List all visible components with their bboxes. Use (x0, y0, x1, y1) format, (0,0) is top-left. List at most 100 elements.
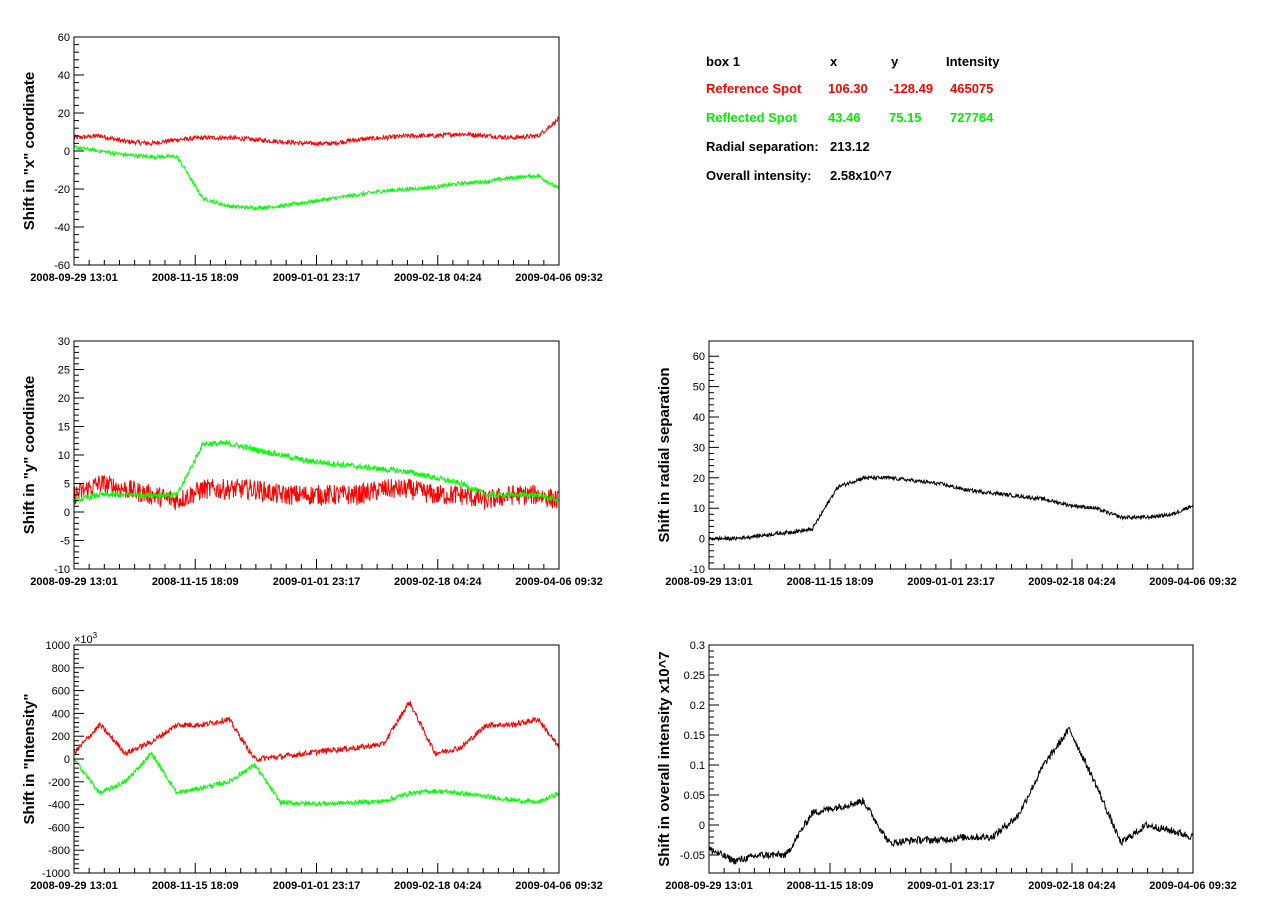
y-tick-label: 600 (52, 686, 70, 698)
y-tick-label: 0.3 (690, 640, 705, 652)
x-tick-label: 2008-09-29 13:01 (30, 272, 117, 284)
y-tick-label: -10 (54, 564, 70, 576)
info-radial-label: Radial separation: (706, 139, 819, 154)
x-tick-label: 2008-11-15 18:09 (787, 576, 874, 588)
y-tick-label: 20 (58, 393, 70, 405)
info-reflected-intensity: 727764 (950, 110, 994, 125)
y-axis-title: Shift in "x" coordinate (21, 72, 38, 230)
x-tick-label: 2008-11-15 18:09 (152, 272, 239, 284)
info-reference-intensity: 465075 (950, 81, 993, 96)
y-tick-label: -10 (689, 564, 705, 576)
y-tick-label: 0.15 (684, 730, 705, 742)
series-line-y-1 (74, 439, 559, 504)
panel-radial: -10 0 10 20 30 40 50 60 2008-09-29 13:01 2008-11-… (656, 340, 1237, 588)
x-tick-label: 2009-04-06 09:32 (515, 272, 602, 284)
info-reflected-x: 43.46 (828, 110, 861, 125)
panel-overall: -0.05 0 0.05 0.1 0.15 0.2 0.25 0.3 2008-09-29 13… (656, 640, 1237, 892)
y-tick-label: -20 (54, 184, 70, 196)
y-tick-label: 25 (58, 365, 70, 377)
series-line-intensity-0 (74, 701, 559, 763)
x-tick-label: 2009-02-18 04:24 (1028, 576, 1116, 588)
y-tick-label: -800 (48, 845, 70, 857)
series-line-overall-0 (709, 726, 1193, 865)
y-tick-label: -400 (48, 800, 70, 812)
y-axis-title: Shift in radial separation (656, 367, 673, 542)
x-tick-label: 2008-09-29 13:01 (665, 576, 752, 588)
y-tick-label: 0.05 (684, 790, 705, 802)
panel-intensity: -1000 -800 -600 -400 -200 0 200 400 600 800 1000 20… (21, 631, 603, 892)
info-reference-label: Reference Spot (706, 81, 802, 96)
info-overall-label: Overall intensity: (706, 168, 811, 183)
x-tick-label: 2008-09-29 13:01 (30, 880, 117, 892)
y-tick-label: 50 (693, 382, 705, 394)
x-tick-label: 2009-01-01 23:17 (273, 576, 360, 588)
y-tick-label: 800 (52, 663, 70, 675)
info-radial-value: 213.12 (830, 139, 870, 154)
y-tick-label: 30 (693, 442, 705, 454)
y-axis-title: Shift in "y" coordinate (21, 376, 38, 534)
y-tick-label: 0 (64, 754, 70, 766)
x-tick-label: 2008-11-15 18:09 (152, 880, 239, 892)
y-tick-label: 5 (64, 479, 70, 491)
y-tick-label: -0.05 (680, 850, 705, 862)
y-tick-label: 30 (58, 336, 70, 348)
y-tick-label: 20 (58, 108, 70, 120)
info-reference-x: 106.30 (828, 81, 868, 96)
x-tick-label: 2009-02-18 04:24 (394, 880, 482, 892)
info-header-intensity: Intensity (946, 54, 1000, 69)
panel-x: -60 -40 -20 0 20 40 60 2008-09-29 13:01 2008-11-… (21, 32, 603, 284)
info-reflected-label: Reflected Spot (706, 110, 798, 125)
y-tick-label: 0.1 (690, 760, 705, 772)
y-tick-label: 15 (58, 422, 70, 434)
series-line-x-0 (74, 116, 559, 147)
y-tick-label: 40 (58, 70, 70, 82)
info-reference-y: -128.49 (889, 81, 933, 96)
x-tick-label: 2009-01-01 23:17 (907, 576, 994, 588)
y-axis-title: Shift in overall intensity x10^7 (656, 651, 673, 867)
series-line-radial-0 (709, 474, 1193, 542)
y-tick-label: 60 (58, 32, 70, 44)
plot-frame (708, 340, 1194, 570)
info-header-y: y (891, 54, 899, 69)
series-line-x-1 (74, 144, 559, 212)
x-tick-label: 2009-04-06 09:32 (1149, 576, 1236, 588)
x-tick-label: 2009-02-18 04:24 (394, 272, 482, 284)
series-line-y-0 (74, 474, 559, 511)
y-exponent-label: ×103 (74, 631, 98, 646)
y-tick-label: -40 (54, 222, 70, 234)
y-tick-label: 10 (58, 450, 70, 462)
y-tick-label: 10 (693, 503, 705, 515)
y-tick-label: 0 (699, 820, 705, 832)
x-tick-label: 2008-11-15 18:09 (787, 880, 874, 892)
x-tick-label: 2008-09-29 13:01 (30, 576, 117, 588)
x-tick-label: 2009-01-01 23:17 (273, 272, 360, 284)
y-tick-label: 20 (693, 473, 705, 485)
y-tick-label: -600 (48, 822, 70, 834)
y-tick-label: 200 (52, 731, 70, 743)
info-box: box 1 x y Intensity Reference Spot 106.3… (706, 54, 1000, 183)
x-tick-label: 2008-09-29 13:01 (665, 880, 752, 892)
y-axis-title: Shift in "Intensity" (21, 694, 38, 825)
y-tick-label: -1000 (42, 868, 70, 880)
info-header-x: x (830, 54, 838, 69)
info-reflected-y: 75.15 (889, 110, 922, 125)
info-header-label: box 1 (706, 54, 740, 69)
plot-frame (73, 36, 560, 266)
x-tick-label: 2009-04-06 09:32 (515, 576, 602, 588)
panel-y: -10 -5 0 5 10 15 20 25 30 2008-09-29 13:01 2008-11… (21, 336, 603, 588)
y-tick-label: -60 (54, 260, 70, 272)
x-tick-label: 2009-02-18 04:24 (394, 576, 482, 588)
y-tick-label: 400 (52, 708, 70, 720)
x-tick-label: 2009-04-06 09:32 (515, 880, 602, 892)
series-line-intensity-1 (74, 751, 559, 808)
x-tick-label: 2009-01-01 23:17 (273, 880, 360, 892)
x-tick-label: 2009-04-06 09:32 (1149, 880, 1236, 892)
y-tick-label: 60 (693, 351, 705, 363)
y-tick-label: 0.25 (684, 670, 705, 682)
y-tick-label: 1000 (46, 640, 70, 652)
info-overall-value: 2.58x10^7 (830, 168, 892, 183)
x-tick-label: 2009-01-01 23:17 (907, 880, 994, 892)
y-tick-label: 0 (64, 507, 70, 519)
y-tick-label: 0 (64, 146, 70, 158)
